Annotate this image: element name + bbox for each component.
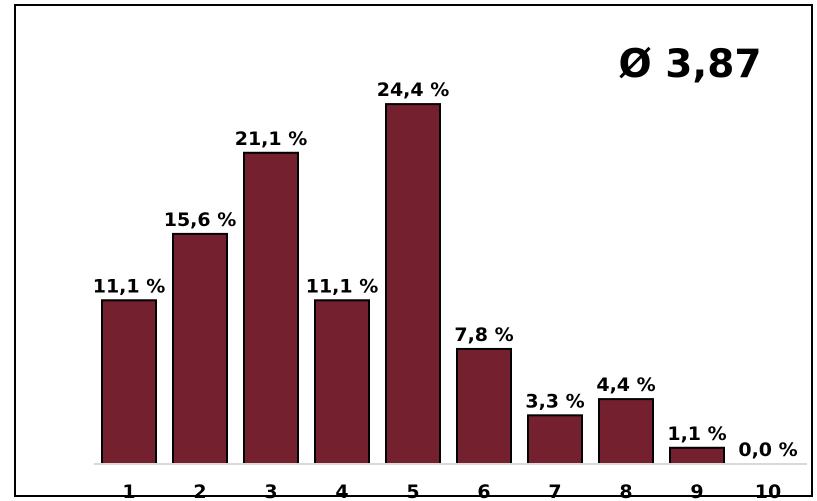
value-label-4: 11,1 %	[306, 275, 379, 297]
value-label-5: 24,4 %	[377, 79, 450, 101]
bar-4	[314, 299, 370, 465]
bar-8	[598, 398, 654, 466]
bars-layer	[101, 103, 725, 466]
value-label-2: 15,6 %	[164, 209, 237, 231]
x-tick-label-1: 1	[122, 481, 135, 501]
x-tick-label-10: 10	[755, 481, 781, 501]
bar-9	[669, 446, 725, 465]
x-tick-label-2: 2	[193, 481, 206, 501]
x-tick-label-3: 3	[264, 481, 277, 501]
x-tick-label-6: 6	[477, 481, 490, 501]
bar-3	[243, 151, 299, 465]
x-tick-labels: 1 2 3 4 5 6 7 8 9 10	[122, 481, 781, 501]
x-tick-label-8: 8	[619, 481, 632, 501]
bar-6	[456, 347, 512, 466]
value-label-3: 21,1 %	[235, 128, 308, 150]
bar-7	[527, 414, 583, 466]
value-label-1: 11,1 %	[93, 275, 166, 297]
value-label-9: 1,1 %	[667, 423, 726, 445]
value-label-8: 4,4 %	[596, 374, 655, 396]
bar-2	[172, 232, 228, 465]
x-tick-label-5: 5	[406, 481, 419, 501]
x-tick-label-7: 7	[548, 481, 561, 501]
value-label-7: 3,3 %	[525, 390, 584, 412]
bar-5	[385, 103, 441, 465]
value-labels-layer: 11,1 % 15,6 % 21,1 % 11,1 % 24,4 % 7,8 % 3,3 %…	[93, 79, 798, 461]
value-label-6: 7,8 %	[454, 324, 513, 346]
value-label-10: 0,0 %	[738, 439, 797, 461]
average-annotation: Ø 3,87	[619, 42, 762, 87]
x-tick-label-4: 4	[335, 481, 348, 501]
x-tick-label-9: 9	[690, 481, 703, 501]
bar-1	[101, 299, 157, 465]
